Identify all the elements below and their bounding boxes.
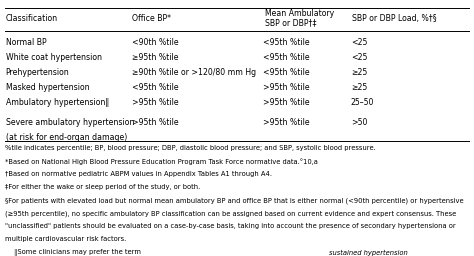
Text: sustained hypertension: sustained hypertension [329, 249, 408, 255]
Text: >95th %tile: >95th %tile [263, 98, 309, 108]
Text: "unclassified" patients should be evaluated on a case-by-case basis, taking into: "unclassified" patients should be evalua… [5, 223, 456, 229]
Text: White coat hypertension: White coat hypertension [6, 53, 101, 62]
Text: >95th %tile: >95th %tile [132, 98, 179, 108]
Text: <95th %tile: <95th %tile [263, 38, 309, 47]
Text: Masked hypertension: Masked hypertension [6, 83, 89, 92]
Text: Office BP*: Office BP* [132, 14, 172, 23]
Text: SBP or DBP†‡: SBP or DBP†‡ [265, 18, 316, 27]
Text: (at risk for end-organ damage): (at risk for end-organ damage) [6, 133, 127, 142]
Text: ‡For either the wake or sleep period of the study, or both.: ‡For either the wake or sleep period of … [5, 184, 200, 190]
Text: Severe ambulatory hypertension: Severe ambulatory hypertension [6, 119, 134, 127]
Text: ‖Some clinicians may prefer the term: ‖Some clinicians may prefer the term [14, 249, 143, 256]
Text: *Based on National High Blood Pressure Education Program Task Force normative da: *Based on National High Blood Pressure E… [5, 158, 318, 165]
Text: multiple cardiovascular risk factors.: multiple cardiovascular risk factors. [5, 236, 126, 242]
Text: Mean Ambulatory: Mean Ambulatory [265, 9, 334, 18]
Text: <95th %tile: <95th %tile [263, 68, 309, 77]
Text: >95th %tile: >95th %tile [132, 119, 179, 127]
Text: >95th %tile: >95th %tile [263, 83, 309, 92]
Text: <25: <25 [351, 53, 367, 62]
Text: >95th %tile: >95th %tile [263, 119, 309, 127]
Text: <95th %tile: <95th %tile [263, 53, 309, 62]
Text: Prehypertension: Prehypertension [6, 68, 69, 77]
Text: ≥90th %tile or >120/80 mm Hg: ≥90th %tile or >120/80 mm Hg [132, 68, 256, 77]
Text: ≥25: ≥25 [351, 83, 367, 92]
Text: 25–50: 25–50 [351, 98, 374, 108]
Text: §For patients with elevated load but normal mean ambulatory BP and office BP tha: §For patients with elevated load but nor… [5, 197, 464, 204]
Text: <25: <25 [351, 38, 367, 47]
Text: <95th %tile: <95th %tile [132, 83, 179, 92]
Text: ≥95th %tile: ≥95th %tile [132, 53, 179, 62]
Text: †Based on normative pediatric ABPM values in Appendix Tables A1 through A4.: †Based on normative pediatric ABPM value… [5, 171, 272, 177]
Text: Ambulatory hypertension‖: Ambulatory hypertension‖ [6, 98, 109, 108]
Text: <90th %tile: <90th %tile [132, 38, 179, 47]
Text: (≥95th percentile), no specific ambulatory BP classification can be assigned bas: (≥95th percentile), no specific ambulato… [5, 210, 456, 217]
Text: Normal BP: Normal BP [6, 38, 46, 47]
Text: ≥25: ≥25 [351, 68, 367, 77]
Text: SBP or DBP Load, %†§: SBP or DBP Load, %†§ [352, 14, 437, 23]
Text: Classification: Classification [6, 14, 58, 23]
Text: %tile indicates percentile; BP, blood pressure; DBP, diastolic blood pressure; a: %tile indicates percentile; BP, blood pr… [5, 145, 375, 151]
Text: >50: >50 [351, 119, 367, 127]
